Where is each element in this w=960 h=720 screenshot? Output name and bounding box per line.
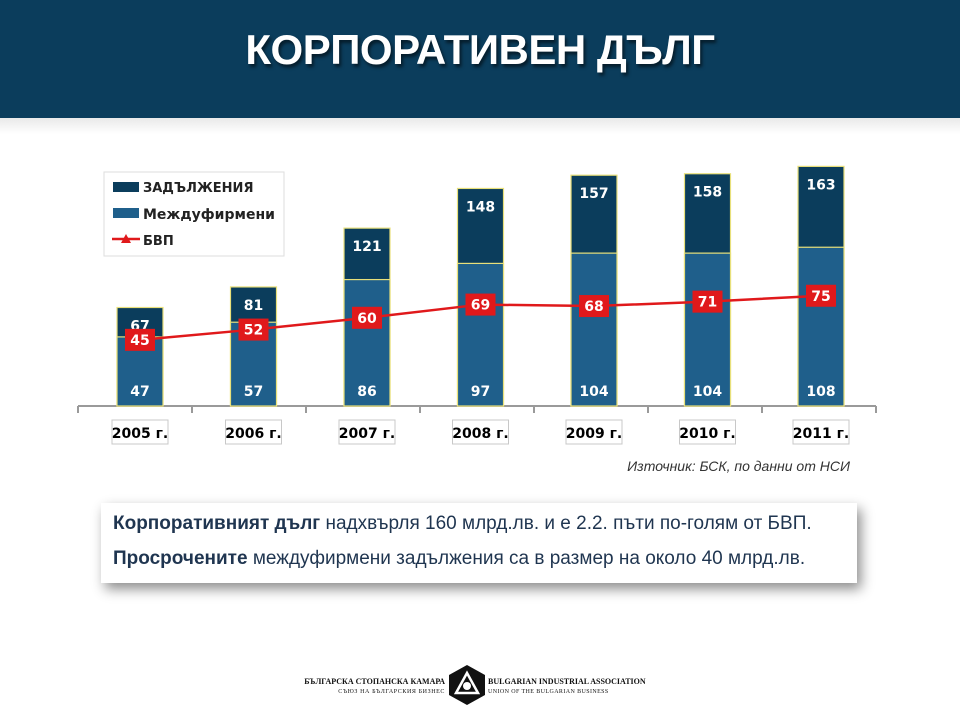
data-label-gdp: 71 xyxy=(698,295,717,311)
legend-swatch-total xyxy=(113,182,139,192)
legend-label-gdp: БВП xyxy=(143,234,174,249)
bar-interfirm-2010 г. xyxy=(683,252,732,407)
gdp-marker xyxy=(579,295,609,318)
data-label-interfirm: 97 xyxy=(471,384,490,400)
category-label-box xyxy=(792,419,850,445)
gdp-marker xyxy=(465,293,496,316)
data-label-gdp: 75 xyxy=(811,289,830,305)
category-label: 2005 г. xyxy=(112,426,168,442)
data-label-interfirm: 47 xyxy=(130,384,149,400)
category-label-box xyxy=(111,419,169,445)
category-label-box xyxy=(338,419,396,445)
category-label: 2007 г. xyxy=(339,426,395,442)
data-label-gdp: 68 xyxy=(584,299,603,315)
logo-bg-text: БЪЛГАРСКА СТОПАНСКА КАМАРА СЪЮЗ НА БЪЛГА… xyxy=(300,677,445,697)
logo-en-subtitle: UNION OF THE BULGARIAN BUSINESS xyxy=(488,689,609,695)
summary-line-1: Корпоративният дълг надхвърля 160 млрд.л… xyxy=(113,513,857,535)
gdp-marker xyxy=(352,306,382,329)
logo-en-title: BULGARIAN INDUSTRIAL ASSOCIATION xyxy=(488,677,646,686)
data-label-gdp: 52 xyxy=(244,323,263,339)
header-banner xyxy=(0,0,960,118)
bar-interfirm-2009 г. xyxy=(570,252,618,407)
page-title: КОРПОРАТИВЕН ДЪЛГ xyxy=(245,26,715,73)
data-label-interfirm: 104 xyxy=(579,384,608,400)
summary-box: Корпоративният дълг надхвърля 160 млрд.л… xyxy=(101,503,857,583)
data-label-gdp: 45 xyxy=(130,333,149,349)
bar-interfirm-2008 г. xyxy=(456,262,505,407)
data-label-interfirm: 57 xyxy=(244,384,263,400)
category-label: 2006 г. xyxy=(225,426,281,442)
data-label-interfirm: 104 xyxy=(693,384,722,400)
summary-line-2: Просрочените междуфирмени задължения са … xyxy=(113,548,857,570)
data-label-gdp: 69 xyxy=(471,298,490,314)
category-label: 2008 г. xyxy=(452,426,508,442)
logo-bg-subtitle: СЪЮЗ НА БЪЛГАРСКИЯ БИЗНЕС xyxy=(338,689,445,695)
legend-label-interfirm: Междуфирмени xyxy=(143,207,275,223)
legend-marker-gdp xyxy=(121,234,131,243)
logo-bg-title: БЪЛГАРСКА СТОПАНСКА КАМАРА xyxy=(304,677,445,686)
data-label-interfirm: 86 xyxy=(357,384,376,400)
logo-emblem-icon xyxy=(449,665,485,705)
association-logo: БЪЛГАРСКА СТОПАНСКА КАМАРА СЪЮЗ НА БЪЛГА… xyxy=(300,664,660,710)
category-label-box xyxy=(452,419,509,445)
category-label-box xyxy=(225,419,282,445)
summary-line-1-bold: Корпоративният дълг xyxy=(113,513,321,534)
bar-interfirm-2011 г. xyxy=(797,246,845,407)
data-label-total: 157 xyxy=(579,186,608,202)
data-label-total: 158 xyxy=(693,185,722,201)
category-label: 2011 г. xyxy=(793,426,849,442)
data-label-total: 163 xyxy=(806,177,835,193)
data-label-total: 148 xyxy=(466,199,495,215)
bar-interfirm-2007 г. xyxy=(343,278,391,407)
category-label: 2010 г. xyxy=(679,426,735,442)
summary-line-1-text: надхвърля 160 млрд.лв. и е 2.2. пъти по-… xyxy=(320,513,812,534)
logo-en-text: BULGARIAN INDUSTRIAL ASSOCIATION UNION O… xyxy=(488,677,658,697)
category-label: 2009 г. xyxy=(566,426,622,442)
legend-swatch-interfirm xyxy=(113,208,139,218)
category-label-box xyxy=(679,419,736,445)
gdp-marker xyxy=(238,318,269,341)
gdp-marker xyxy=(692,290,723,313)
content-area: 67 47 2005 г. 81 57 2006 г. 121 86 2007 г. 148 97 2… xyxy=(0,134,960,720)
summary-line-2-text: междуфирмени задължения са в размер на о… xyxy=(247,548,806,569)
header-shadow-band xyxy=(0,118,960,134)
gdp-marker xyxy=(806,284,836,307)
data-label-gdp: 60 xyxy=(357,311,377,327)
legend-label-total: ЗАДЪЛЖЕНИЯ xyxy=(143,181,253,196)
data-label-interfirm: 108 xyxy=(806,384,835,400)
source-note: Източник: БСК, по данни от НСИ xyxy=(627,458,850,474)
gdp-marker xyxy=(125,328,155,351)
data-label-total: 81 xyxy=(244,298,263,314)
summary-line-2-bold: Просрочените xyxy=(113,548,248,569)
category-label-box xyxy=(565,419,623,445)
data-label-total: 121 xyxy=(352,239,381,255)
